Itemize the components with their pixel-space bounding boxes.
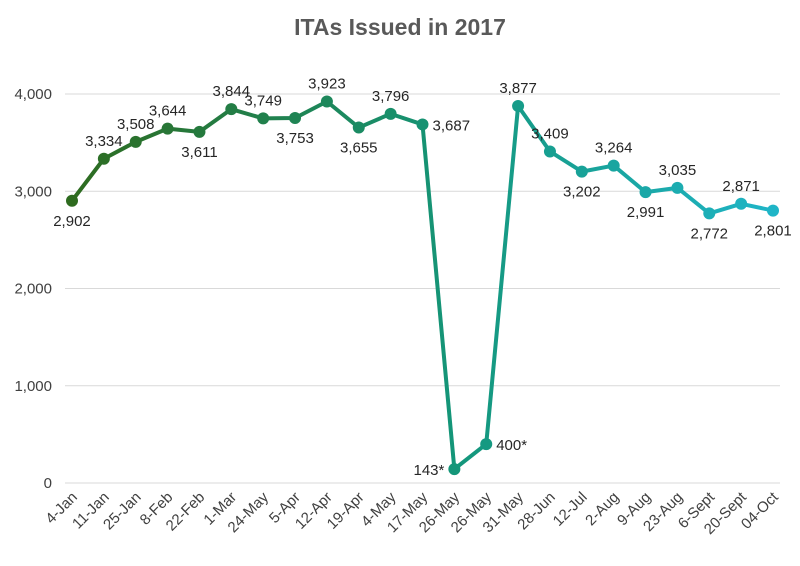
data-label: 3,923 — [308, 75, 346, 92]
data-point — [257, 112, 270, 125]
data-point — [767, 204, 779, 217]
data-label: 2,772 — [690, 225, 728, 242]
data-label: 3,611 — [181, 144, 217, 161]
data-label: 3,655 — [340, 140, 378, 157]
data-point — [352, 121, 365, 134]
data-point — [129, 135, 142, 148]
data-label: 3,687 — [433, 117, 471, 134]
data-label: 3,508 — [117, 116, 155, 133]
data-point — [639, 186, 652, 199]
data-point — [735, 197, 748, 210]
data-point — [161, 122, 174, 135]
y-tick-label: 3,000 — [14, 183, 52, 200]
series-line — [70, 99, 775, 472]
data-point — [320, 95, 333, 108]
y-tick-label: 0 — [44, 475, 52, 492]
data-label: 3,644 — [149, 103, 187, 120]
x-tick-label: 2-Aug — [582, 489, 622, 529]
data-point — [607, 159, 620, 172]
data-label: 2,902 — [53, 213, 91, 230]
data-label: 2,801 — [754, 223, 792, 240]
data-label: 3,844 — [213, 83, 251, 100]
data-label: 3,753 — [276, 130, 314, 147]
data-label: 3,877 — [499, 80, 537, 97]
data-label: 3,409 — [531, 125, 569, 142]
data-label: 400* — [496, 437, 527, 454]
data-point — [416, 118, 429, 131]
x-tick-label: 19-Apr — [324, 489, 368, 533]
y-tick-label: 4,000 — [14, 86, 52, 103]
y-axis-ticks: 0 1,000 2,000 3,000 4,000 — [14, 86, 52, 492]
data-label: 3,264 — [595, 140, 633, 157]
y-tick-label: 1,000 — [14, 378, 52, 395]
series-line-path — [70, 99, 775, 472]
data-point — [575, 165, 588, 178]
series-points — [66, 95, 779, 476]
data-label: 3,796 — [372, 88, 410, 105]
data-point — [289, 112, 302, 125]
data-label: 2,991 — [627, 204, 665, 221]
data-label: 3,749 — [244, 92, 282, 109]
y-tick-label: 2,000 — [14, 281, 52, 298]
data-label: 3,334 — [85, 133, 123, 150]
x-axis-ticks: 4-Jan11-Jan25-Jan8-Feb22-Feb1-Mar24-May5… — [42, 488, 782, 538]
data-point — [671, 181, 684, 194]
data-label: 143* — [413, 462, 444, 479]
data-label: 3,035 — [659, 162, 697, 179]
data-point — [97, 152, 110, 165]
data-point — [225, 103, 238, 116]
data-point — [66, 194, 78, 207]
data-label: 3,202 — [563, 184, 601, 201]
data-point — [543, 145, 556, 158]
data-point — [703, 207, 716, 220]
x-tick-label: 04-Oct — [738, 488, 782, 532]
gridlines — [65, 93, 780, 484]
x-tick-label: 12-Jul — [550, 489, 591, 530]
data-point — [384, 107, 397, 120]
chart-title: ITAs Issued in 2017 — [294, 14, 506, 40]
data-point — [193, 125, 206, 138]
data-label: 2,871 — [722, 178, 760, 195]
data-point — [448, 463, 461, 476]
data-point — [512, 99, 525, 112]
data-point — [480, 438, 493, 451]
